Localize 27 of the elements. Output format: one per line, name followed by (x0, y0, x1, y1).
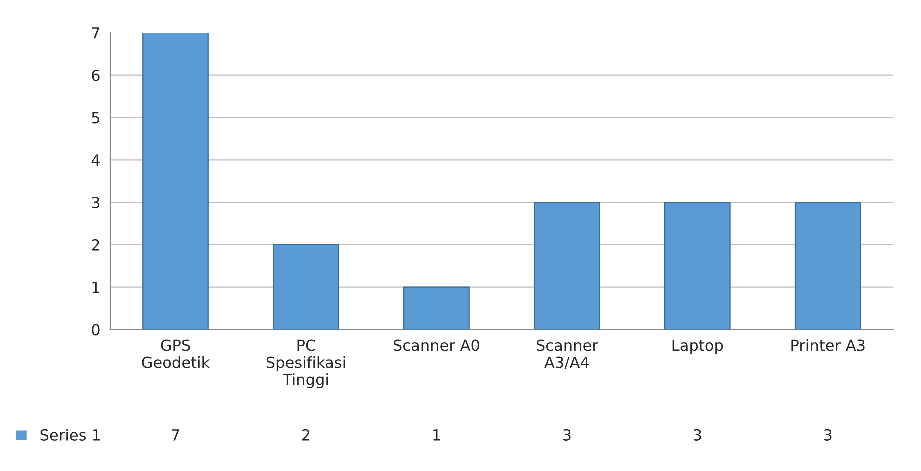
y-tick-label: 3 (92, 196, 100, 209)
y-tick-label: 6 (92, 70, 100, 82)
y-tick-label: 0 (92, 324, 100, 336)
x-tick-label: Scanner A3/A4 (536, 340, 598, 370)
data-label: 3 (563, 429, 571, 441)
bar (273, 244, 340, 330)
bar (404, 286, 470, 330)
y-tick-label: 7 (92, 28, 100, 39)
y-tick-label: 4 (92, 154, 100, 166)
data-label: 1 (434, 430, 440, 441)
x-tick-label: Laptop (672, 340, 724, 354)
bar (664, 202, 731, 330)
bar (794, 202, 862, 330)
y-tick-label: 2 (92, 239, 100, 251)
legend-label: Series 1 (40, 429, 100, 441)
data-label: 3 (694, 429, 702, 441)
x-tick-label: Printer A3 (792, 339, 865, 352)
data-label: 7 (172, 430, 180, 441)
x-tick-label: Scanner A0 (394, 340, 480, 352)
x-tick-label: PC Spesifikasi Tinggi (266, 340, 346, 388)
x-tick-label: GPS Geodetik (142, 340, 210, 368)
bar (534, 202, 600, 330)
data-label: 3 (824, 429, 832, 441)
bar (142, 32, 209, 330)
y-tick-label: 5 (92, 112, 100, 124)
data-label: 2 (302, 429, 310, 441)
y-tick-label: 1 (92, 282, 100, 294)
